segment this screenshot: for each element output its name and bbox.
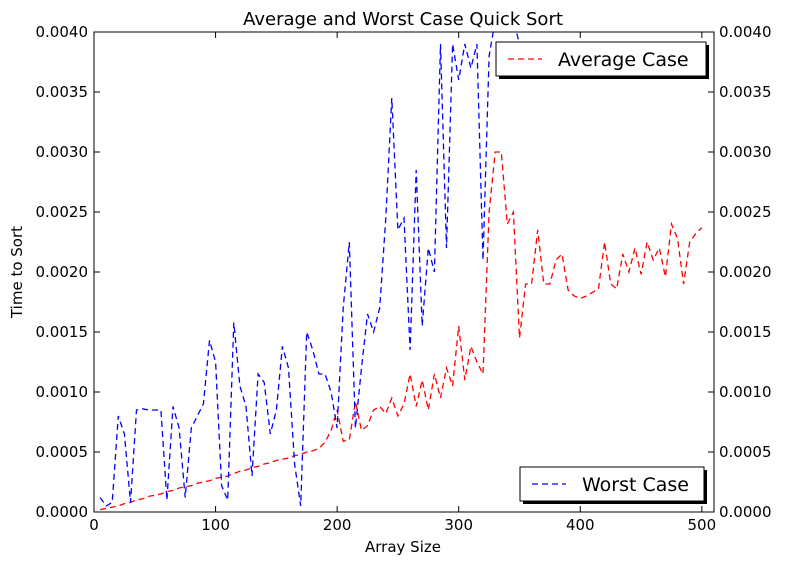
series-lines [99, 32, 703, 511]
y-tick-label-left: 0.0000 [36, 503, 89, 521]
y-tick-label-left: 0.0020 [36, 263, 89, 281]
x-tick-label: 400 [566, 516, 595, 534]
y-tick-label-left: 0.0040 [36, 23, 89, 41]
legends: Average Case Worst Case [495, 41, 709, 504]
y-tick-label-right: 0.0015 [719, 323, 772, 341]
y-tick-label-left: 0.0025 [36, 203, 89, 221]
x-axis-label: Array Size [365, 538, 441, 556]
legend-label: Worst Case [582, 474, 689, 496]
x-tick-label: 500 [688, 516, 717, 534]
chart-title: Average and Worst Case Quick Sort [243, 9, 563, 30]
y-tick-label-left: 0.0005 [36, 443, 89, 461]
y-tick-label-left: 0.0010 [36, 383, 89, 401]
legend-label: Average Case [558, 49, 689, 71]
plot-area [93, 31, 715, 513]
worst-case-line [99, 32, 521, 507]
y-tick-label-right: 0.0010 [719, 383, 772, 401]
y-tick-label-left: 0.0015 [36, 323, 89, 341]
y-tick-label-right: 0.0030 [719, 143, 772, 161]
x-tick-label: 100 [201, 516, 230, 534]
y-tick-label-right: 0.0005 [719, 443, 772, 461]
y-tick-label-right: 0.0020 [719, 263, 772, 281]
y-tick-label-right: 0.0035 [719, 83, 772, 101]
plot-frame [93, 31, 715, 513]
y-tick-label-right: 0.0025 [719, 203, 772, 221]
y-tick-label-left: 0.0030 [36, 143, 89, 161]
y-axis-label: Time to Sort [8, 226, 26, 319]
axis-ticks: 0 100 200 300 400 5000.00000.00050.00100.0015… [36, 23, 772, 534]
x-tick-label: 200 [323, 516, 352, 534]
x-tick-label: 300 [444, 516, 473, 534]
x-tick-label: 0 [89, 516, 99, 534]
legend-worst-case: Worst Case [519, 466, 707, 504]
legend-average-case: Average Case [495, 41, 709, 79]
y-tick-label-right: 0.0000 [719, 503, 772, 521]
y-tick-label-right: 0.0040 [719, 23, 772, 41]
legend-box [519, 466, 705, 502]
y-tick-label-left: 0.0035 [36, 83, 89, 101]
average-case-line [99, 151, 703, 511]
